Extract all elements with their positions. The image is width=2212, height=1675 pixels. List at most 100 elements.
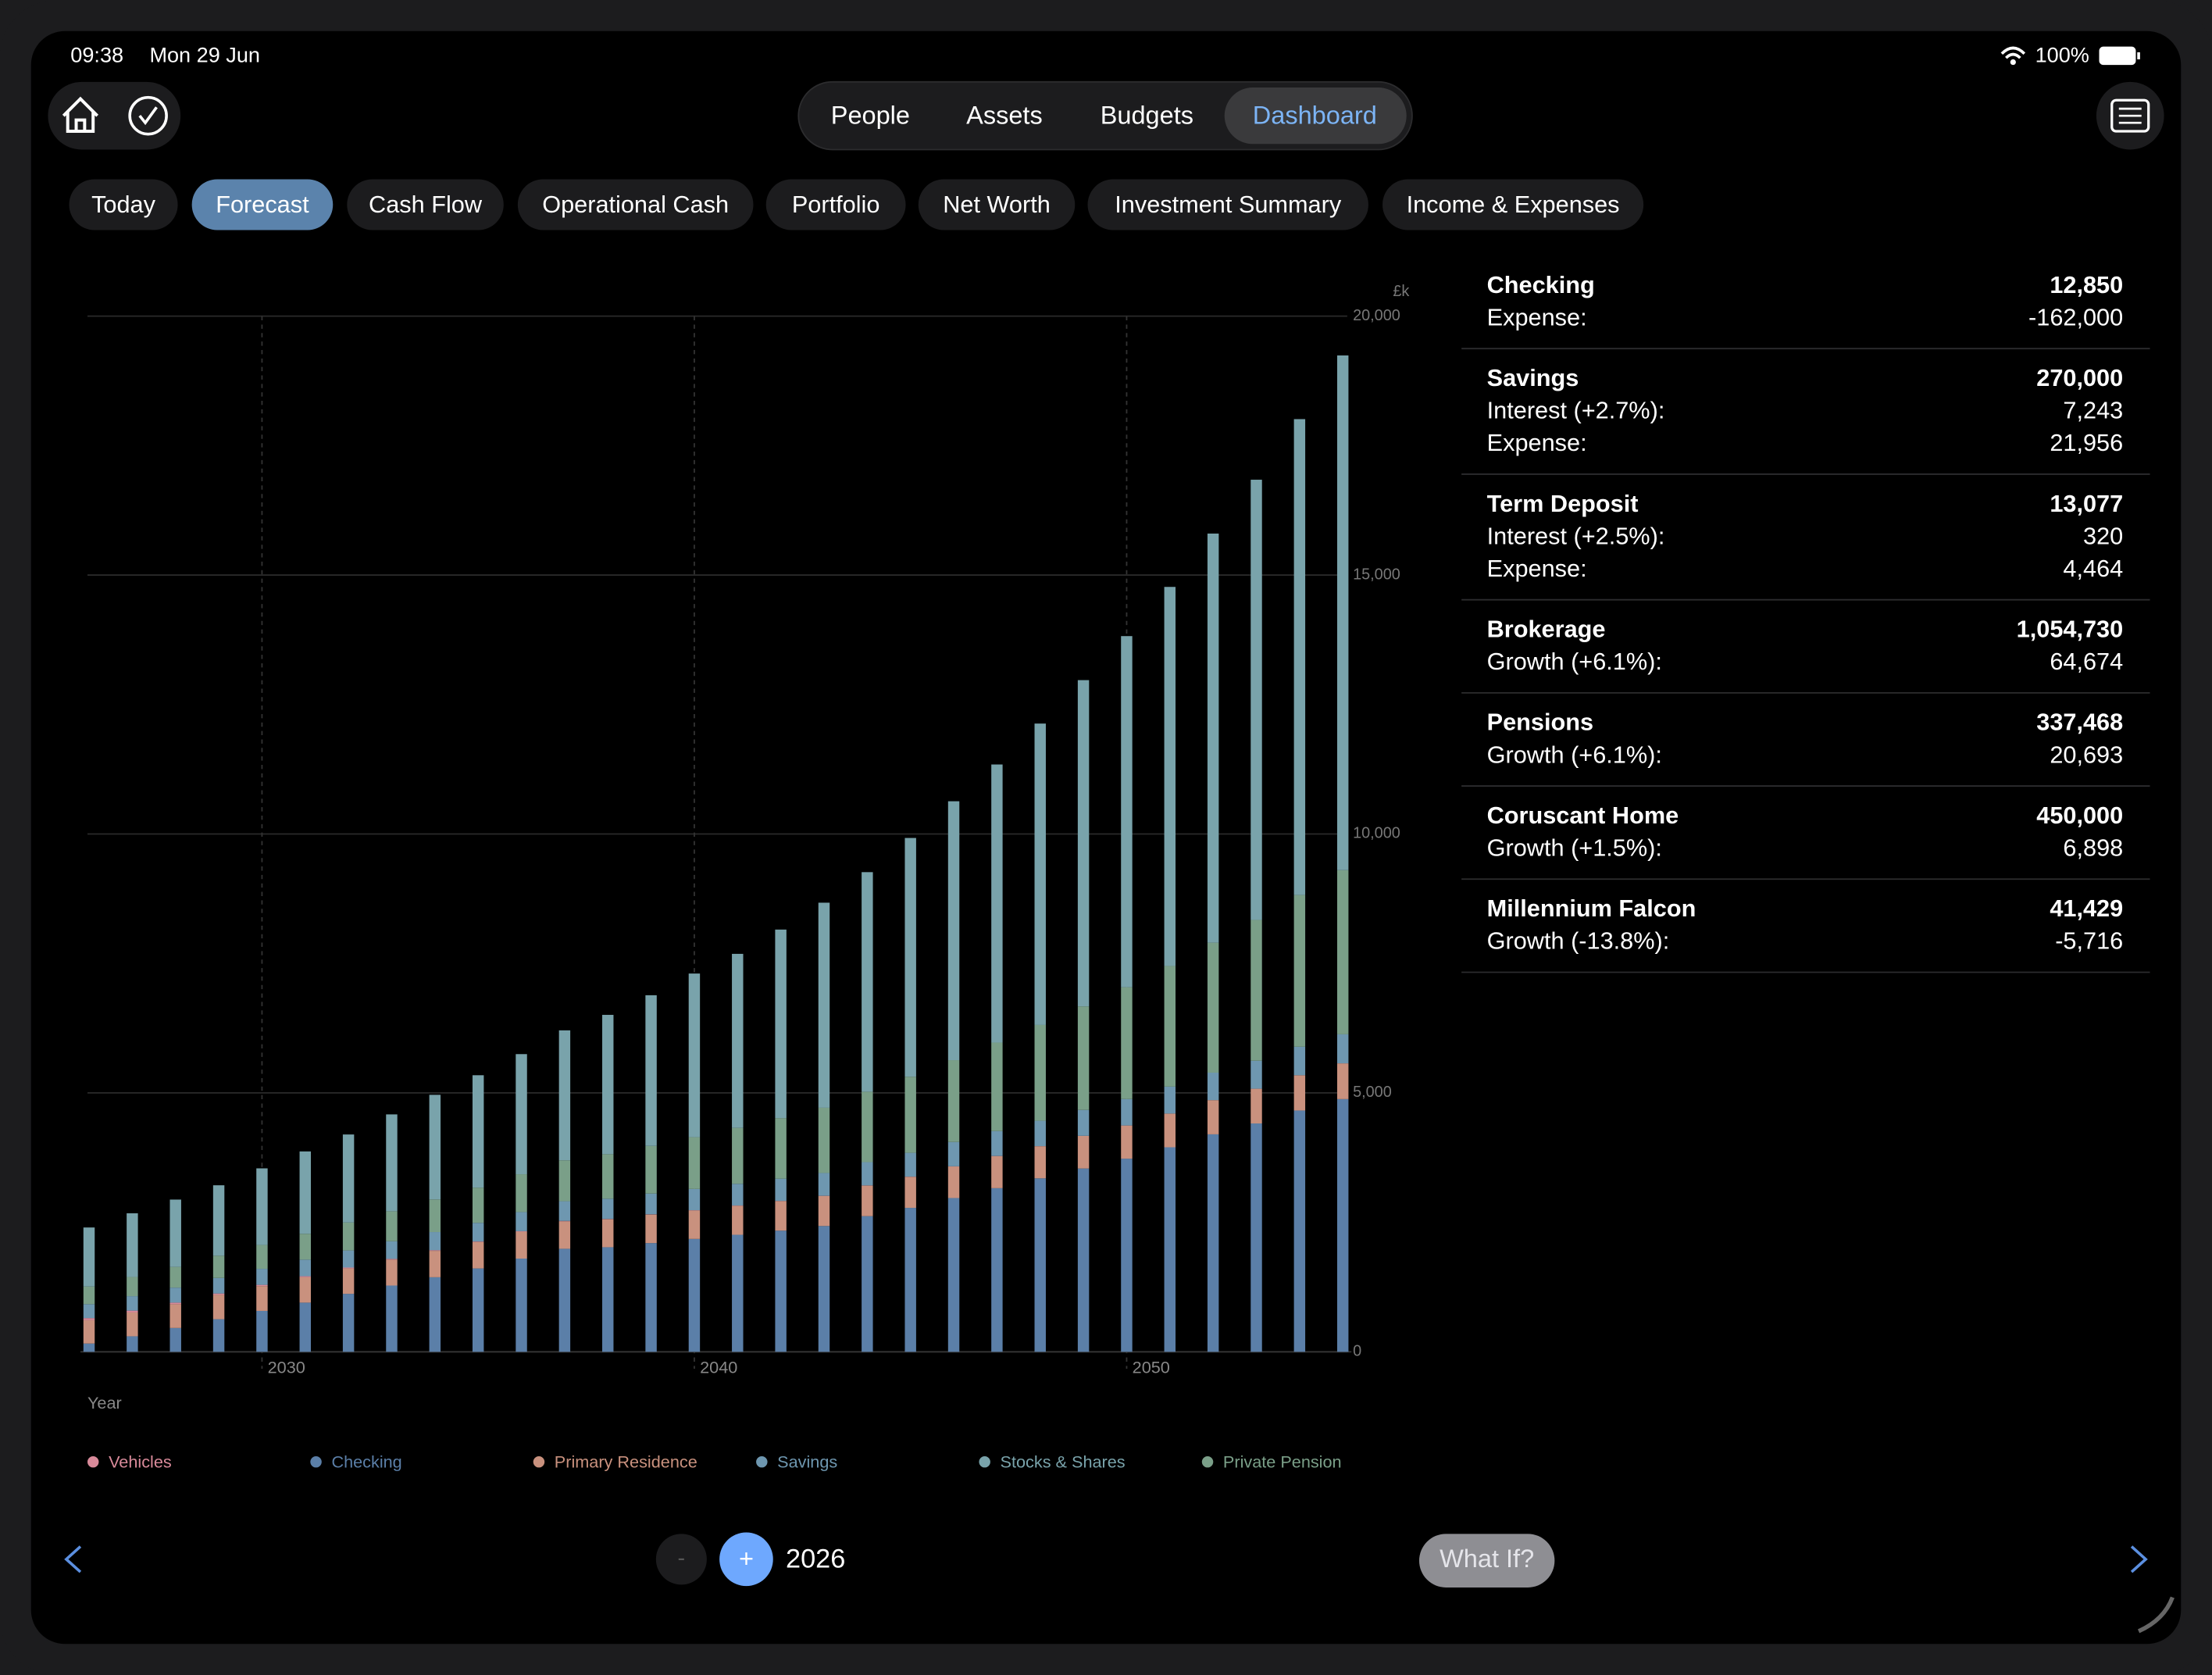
- sub-tab[interactable]: [191, 179, 334, 230]
- bar-segment: [212, 1293, 225, 1295]
- bar-segment: [688, 1188, 701, 1211]
- bar-segment: [127, 1213, 138, 1277]
- detail-value: 4,464: [2063, 555, 2123, 582]
- bar-segment: [1121, 1098, 1133, 1126]
- nav-tab[interactable]: Assets: [966, 102, 1043, 130]
- bar-segment: [342, 1294, 355, 1352]
- y-tick-label: 10,000: [1353, 825, 1400, 842]
- bar-segment: [775, 1118, 787, 1179]
- nav-tab[interactable]: Dashboard: [1253, 102, 1377, 130]
- bar-segment: [602, 1247, 614, 1352]
- nav-tab[interactable]: People: [831, 102, 910, 130]
- bar-segment: [472, 1223, 484, 1242]
- bar-segment: [169, 1327, 181, 1352]
- bar-segment: [1336, 1034, 1349, 1064]
- y-tick-label: 15,000: [1353, 566, 1400, 583]
- bar-segment: [1034, 1178, 1046, 1352]
- bar-segment: [602, 1198, 614, 1220]
- bar-segment: [472, 1075, 484, 1188]
- bar-segment: [732, 1184, 744, 1206]
- bar-segment: [645, 1145, 657, 1194]
- bar-segment: [1121, 987, 1133, 1099]
- bar-segment: [127, 1296, 138, 1311]
- bar-segment: [1034, 1120, 1046, 1147]
- legend-swatch: [533, 1455, 545, 1468]
- bar-segment: [212, 1319, 225, 1352]
- sub-tab[interactable]: [1087, 179, 1368, 230]
- bar-segment: [645, 995, 657, 1146]
- bar-segment: [645, 1243, 657, 1352]
- bar-segment: [1207, 942, 1219, 1073]
- what-if-label: What If?: [1440, 1545, 1534, 1573]
- bar-segment: [862, 1162, 873, 1186]
- check-mark: [138, 106, 158, 126]
- account-name: Millennium Falcon: [1487, 895, 1696, 922]
- bar-segment: [1336, 1098, 1349, 1352]
- bar-segment: [342, 1250, 355, 1268]
- sub-tab[interactable]: [765, 179, 906, 230]
- detail-value: 64,674: [2050, 648, 2123, 675]
- next-button[interactable]: [2130, 1545, 2148, 1573]
- bar-segment: [83, 1343, 95, 1352]
- bar-segment: [904, 1152, 916, 1177]
- nav-tab[interactable]: Budgets: [1101, 102, 1193, 130]
- bar-segment: [818, 1173, 830, 1196]
- prev-button[interactable]: [64, 1545, 82, 1573]
- legend-label: Primary Residence: [555, 1452, 697, 1472]
- bar-segment: [299, 1151, 311, 1234]
- wifi-icon: [2000, 46, 2026, 59]
- bar-segment: [127, 1312, 138, 1337]
- detail-value: -5,716: [2055, 927, 2123, 955]
- bar-segment: [1293, 1110, 1306, 1352]
- bar-segment: [169, 1266, 181, 1288]
- bar-segment: [342, 1134, 355, 1223]
- bar-segment: [256, 1310, 268, 1352]
- bar-segment: [83, 1320, 95, 1344]
- bar-segment: [256, 1269, 268, 1285]
- bar-segment: [947, 801, 960, 1061]
- y-tick-label: 0: [1353, 1343, 1361, 1360]
- legend-swatch: [87, 1455, 99, 1468]
- bar-segment: [299, 1277, 311, 1303]
- legend-label: Vehicles: [109, 1452, 172, 1472]
- what-if-button[interactable]: [1418, 1534, 1555, 1588]
- bar-segment: [1293, 419, 1306, 895]
- bar-segment: [429, 1095, 441, 1200]
- detail-label: Expense:: [1487, 303, 1587, 330]
- increment-button[interactable]: [719, 1532, 773, 1587]
- account-name: Pensions: [1487, 709, 1593, 736]
- nav-tabs: People Assets Budgets Dashboard: [831, 88, 1407, 145]
- sub-tab[interactable]: [517, 179, 754, 230]
- bar-segment: [991, 1188, 1003, 1352]
- bar-segment: [516, 1231, 527, 1259]
- bar-segment: [991, 764, 1003, 1043]
- bar-segment: [83, 1304, 95, 1319]
- legend-swatch: [756, 1455, 768, 1468]
- bar-segment: [947, 1198, 960, 1352]
- bar-segment: [1250, 1088, 1262, 1124]
- sub-tab[interactable]: [347, 179, 504, 230]
- bar-segment: [1250, 1060, 1262, 1089]
- account-name: Coruscant Home: [1487, 802, 1679, 829]
- account-name: Savings: [1487, 364, 1579, 391]
- check-button[interactable]: [128, 95, 168, 136]
- bar-segment: [732, 1127, 744, 1184]
- sub-tab[interactable]: [918, 179, 1076, 230]
- bar-segment: [1336, 1063, 1349, 1099]
- bar-segment: [169, 1302, 181, 1305]
- bar-segment: [862, 1091, 873, 1162]
- bar-segment: [947, 1060, 960, 1142]
- y-unit: £k: [1393, 283, 1409, 300]
- account-value: 337,468: [2036, 709, 2123, 736]
- account-value: 450,000: [2036, 802, 2123, 829]
- sub-tab[interactable]: [1382, 179, 1644, 230]
- bar-segment: [1207, 1100, 1219, 1134]
- sub-tab[interactable]: [69, 179, 178, 230]
- decrement-button[interactable]: [655, 1534, 707, 1585]
- bar-segment: [1077, 1168, 1090, 1352]
- bar-segment: [299, 1259, 311, 1277]
- bar-segment: [1207, 533, 1219, 943]
- home-button[interactable]: [62, 96, 99, 134]
- bar-segment: [256, 1168, 268, 1245]
- nav-tab-selected[interactable]: [1224, 88, 1407, 145]
